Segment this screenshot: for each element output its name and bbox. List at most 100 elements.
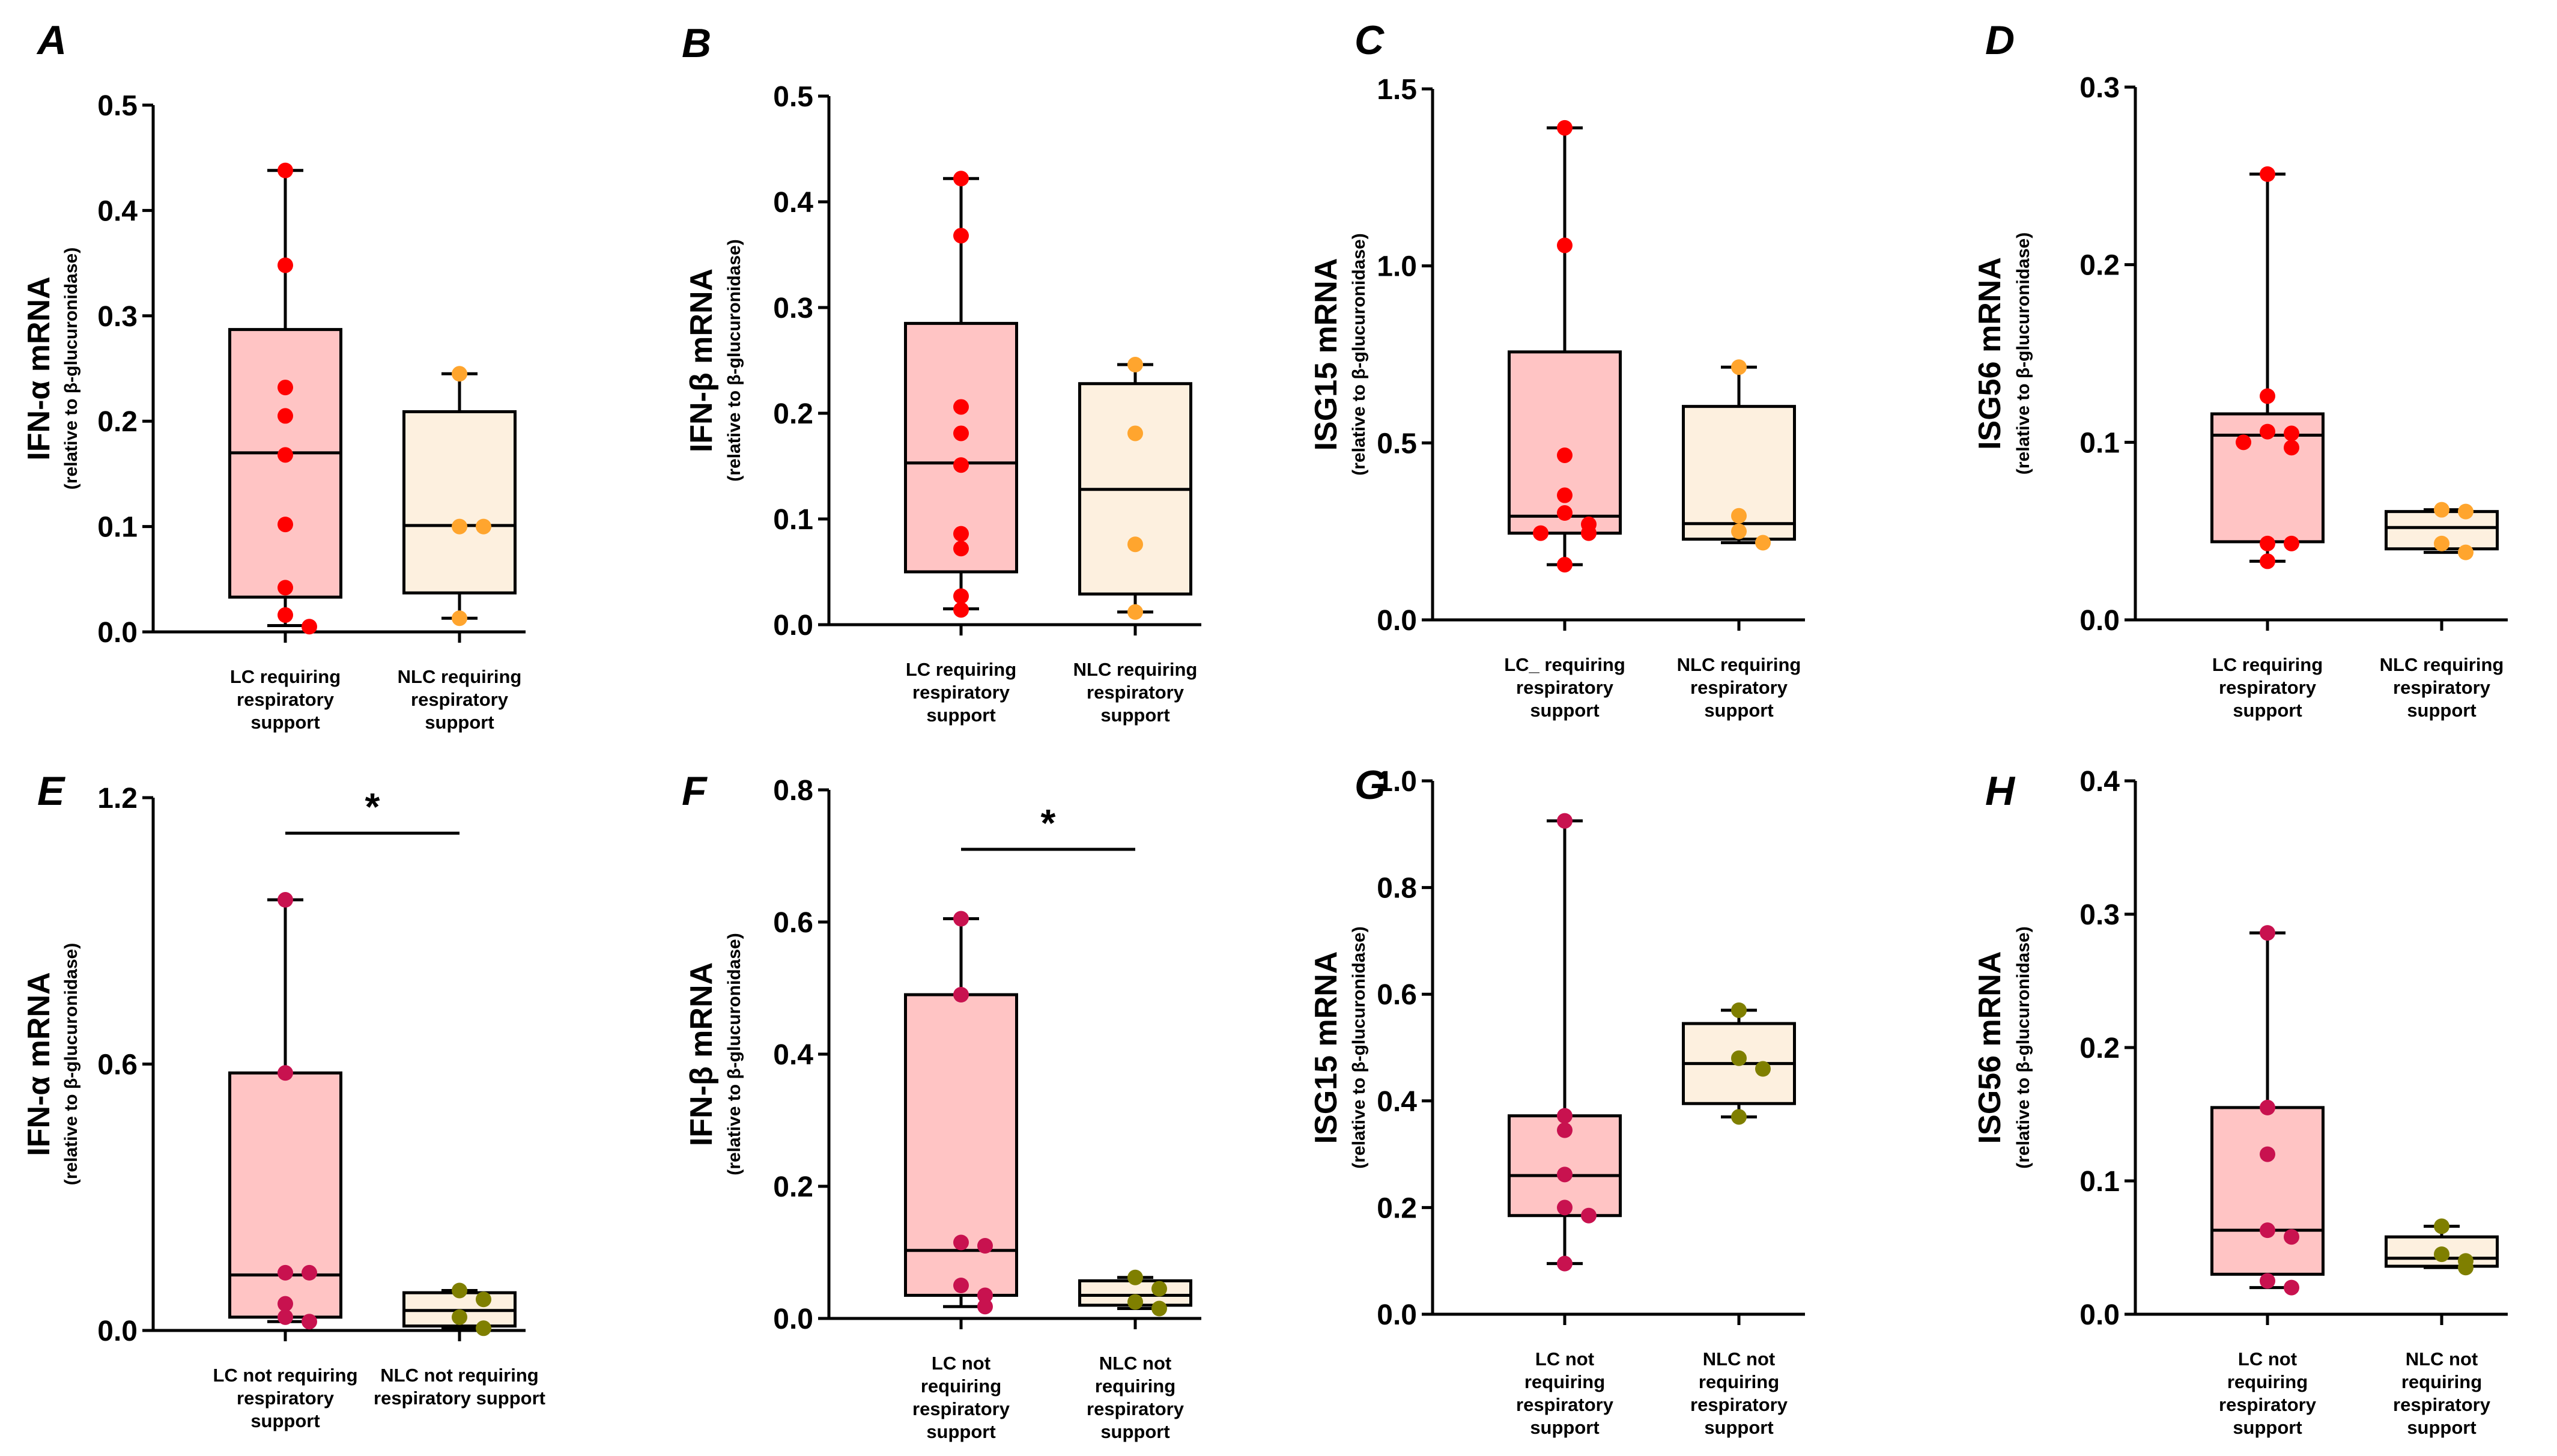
y-axis-subtitle: (relative to β-glucuronidase) [61,943,81,1185]
category-label-line: support [926,1421,995,1442]
category-label: NLC requiring respiratory support [398,666,522,733]
category-label-line: respiratory [1516,1394,1614,1415]
y-tick-label: 0.5 [97,90,138,122]
data-point [1127,536,1143,553]
category-label-line: NLC requiring [2380,654,2504,675]
category-label-line: requiring [2227,1371,2308,1392]
y-axis-subtitle: (relative to β-glucuronidase) [1349,233,1369,475]
y-axis-subtitle: (relative to β-glucuronidase) [61,247,81,490]
data-point [278,1296,293,1312]
panel-h: H ISG56 mRNA (relative to β-glucuronidase)… [1973,766,2508,1438]
category-label-line: respiratory [2393,677,2491,698]
data-point [2434,535,2449,551]
panel-letter: F [682,768,708,814]
category-label-line: LC not requiring [213,1365,357,1386]
data-point [1581,525,1597,541]
data-point [1731,508,1747,524]
y-axis-subtitle: (relative to β-glucuronidase) [724,239,744,481]
y-tick-label: 0.0 [1377,1299,1417,1331]
data-point [2434,502,2449,518]
category-label-line: NLC not [1099,1353,1172,1374]
y-axis-title: ISG15 mRNA [1309,258,1344,451]
panel-letter: A [36,17,67,63]
category-label: LC not requiring respiratory support [1516,1348,1614,1438]
y-tick-label: 0.2 [773,398,813,430]
data-point [278,162,293,178]
y-tick-label: 0.0 [2079,1299,2120,1331]
data-point [278,1264,293,1281]
box-lc: LC not requiring respiratory support [1508,813,1622,1438]
category-label-line: LC requiring [906,659,1016,680]
y-tick-label: 0.2 [773,1171,813,1203]
y-tick-label: 0.8 [773,775,813,807]
data-point [302,1314,317,1330]
data-point [2260,553,2275,569]
data-point [953,987,969,1003]
y-tick-label: 0.2 [97,406,138,438]
category-label-line: NLC not requiring [380,1365,538,1386]
data-point [1151,1300,1167,1317]
category-label-line: NLC requiring [1677,654,1801,675]
data-point [953,425,969,441]
category-label-line: respiratory [2393,1394,2491,1415]
y-tick-label: 0.5 [1377,428,1417,460]
panel-letter: B [682,20,711,66]
category-label-line: LC not [932,1353,990,1374]
y-tick-label: 0.0 [773,610,813,642]
category-label-line: LC not [1535,1348,1594,1370]
y-tick-label: 0.3 [773,293,813,324]
y-tick-label: 1.2 [97,783,138,814]
data-point [1127,604,1143,620]
y-tick-label: 0.6 [97,1049,138,1081]
data-point [278,380,293,396]
category-label-line: requiring [1699,1371,1779,1392]
data-point [2434,1246,2449,1263]
category-label: LC_ requiring respiratory support [1504,654,1625,721]
data-point [452,518,467,535]
box-lc: LC requiring respiratory support [2210,166,2325,721]
category-label-line: NLC not [1703,1348,1776,1370]
data-point [1581,1207,1597,1224]
y-tick-label: 0.2 [1377,1192,1417,1224]
box-nlc: NLC not requiring respiratory support [1078,1269,1192,1442]
y-tick-label: 0.1 [2079,427,2120,459]
data-point [278,257,293,273]
y-tick-label: 0.4 [1377,1086,1417,1118]
iqr-box [1682,405,1796,541]
data-point [2236,434,2251,450]
data-point [2260,166,2275,182]
data-point [1731,523,1747,539]
data-point [1731,1050,1747,1066]
category-label-line: support [2407,700,2476,721]
data-point [953,526,969,542]
data-point [2260,388,2275,404]
box-lc: LC not requiring respiratory support [904,911,1018,1442]
y-tick-label: 0.2 [2079,1033,2120,1064]
category-label-line: respiratory [237,689,335,710]
data-point [953,171,969,187]
category-label-line: requiring [1095,1376,1175,1397]
data-point [278,892,293,908]
data-point [1755,535,1771,551]
box-nlc: NLC requiring respiratory support [2380,502,2504,721]
category-label-line: support [2407,1417,2476,1438]
y-axis-subtitle: (relative to β-glucuronidase) [724,933,744,1175]
category-label-line: LC not [2238,1348,2297,1370]
category-label-line: respiratory [912,1398,1010,1419]
box-lc: LC not requiring respiratory support [213,892,358,1431]
y-tick-label: 0.4 [2079,766,2120,798]
y-tick-label: 0.6 [1377,979,1417,1011]
category-label-line: LC_ requiring [1504,654,1625,675]
category-label-line: support [1704,700,1773,721]
data-point [1557,487,1573,503]
data-point [2284,1279,2299,1296]
data-point [1557,1200,1573,1216]
data-point [2260,925,2275,941]
category-label: LC not requiring respiratory support [213,1365,357,1431]
box-lc: LC_ requiring respiratory support [1504,120,1625,721]
category-label-line: LC requiring [2212,654,2323,675]
data-point [1557,1166,1573,1183]
category-label-line: requiring [1524,1371,1605,1392]
category-label: LC not requiring respiratory support [2219,1348,2317,1438]
data-point [2260,1222,2275,1239]
